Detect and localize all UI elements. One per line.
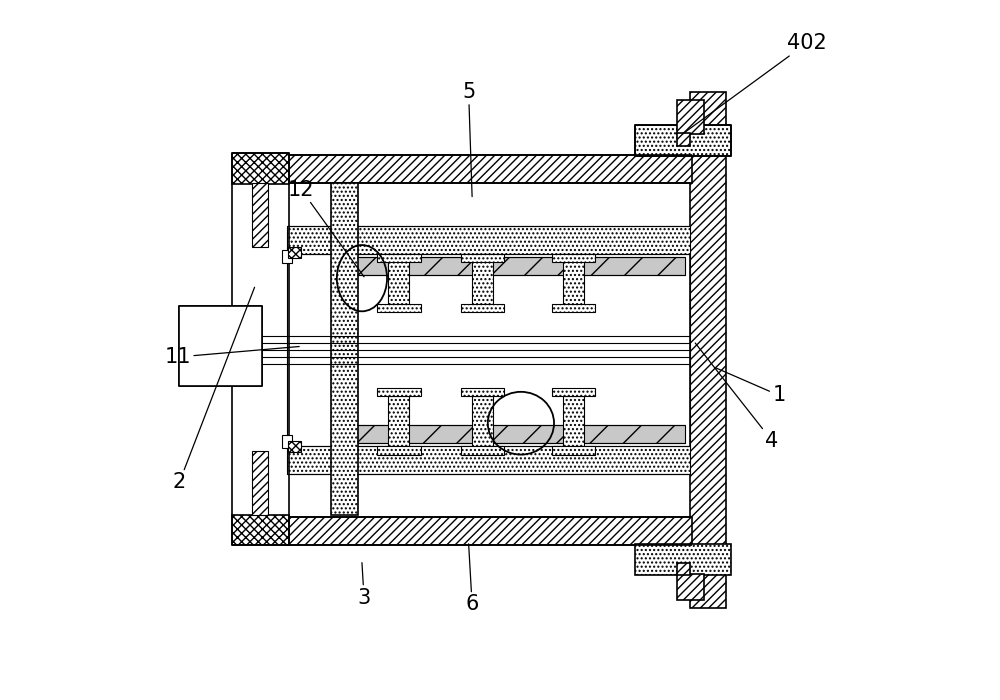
- Bar: [377, 304, 421, 312]
- Bar: [677, 563, 690, 575]
- Bar: [677, 574, 704, 600]
- Bar: [552, 254, 595, 262]
- Bar: [287, 226, 690, 254]
- Bar: [461, 254, 504, 262]
- Bar: [677, 100, 704, 134]
- Bar: [287, 517, 692, 545]
- Bar: [461, 304, 504, 312]
- Bar: [377, 446, 421, 454]
- Bar: [331, 183, 358, 515]
- Bar: [232, 153, 289, 184]
- Bar: [552, 388, 595, 396]
- Bar: [377, 388, 421, 396]
- Text: 6: 6: [465, 544, 479, 615]
- Bar: [635, 544, 731, 575]
- Bar: [552, 446, 595, 454]
- Bar: [288, 247, 301, 258]
- Bar: [288, 441, 301, 452]
- Bar: [287, 155, 692, 183]
- Bar: [331, 257, 685, 274]
- Bar: [690, 92, 726, 608]
- Bar: [563, 254, 584, 304]
- Bar: [461, 388, 504, 396]
- Text: 12: 12: [288, 180, 364, 276]
- Bar: [472, 254, 493, 304]
- Bar: [232, 514, 289, 545]
- Bar: [388, 396, 409, 446]
- Text: 4: 4: [695, 343, 779, 451]
- Bar: [282, 251, 292, 262]
- Bar: [461, 446, 504, 454]
- Bar: [287, 446, 690, 474]
- Bar: [282, 435, 292, 447]
- Bar: [635, 125, 731, 156]
- Text: 5: 5: [462, 82, 475, 197]
- Bar: [252, 451, 268, 515]
- Bar: [377, 254, 421, 262]
- Bar: [252, 183, 268, 247]
- Bar: [563, 396, 584, 446]
- Text: 2: 2: [173, 287, 255, 493]
- Bar: [331, 426, 685, 443]
- Text: 3: 3: [357, 563, 371, 608]
- Text: 11: 11: [165, 346, 299, 367]
- Bar: [552, 304, 595, 312]
- Text: 402: 402: [683, 33, 827, 134]
- Bar: [472, 396, 493, 446]
- Bar: [677, 133, 690, 146]
- Bar: [388, 254, 409, 304]
- Text: 1: 1: [715, 368, 786, 405]
- Bar: [179, 306, 262, 386]
